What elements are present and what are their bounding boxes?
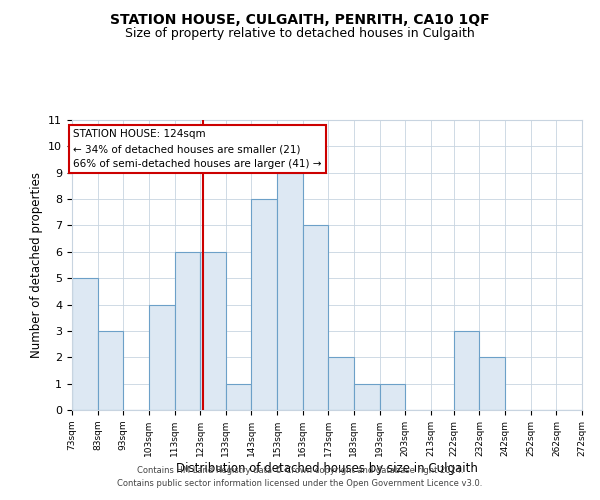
Bar [226,384,251,410]
Bar [328,358,354,410]
X-axis label: Distribution of detached houses by size in Culgaith: Distribution of detached houses by size … [176,462,478,474]
Y-axis label: Number of detached properties: Number of detached properties [30,172,43,358]
Bar [354,384,380,410]
Text: Size of property relative to detached houses in Culgaith: Size of property relative to detached ho… [125,28,475,40]
Bar [72,278,98,410]
Bar [200,252,226,410]
Bar [149,304,175,410]
Bar [302,226,328,410]
Text: STATION HOUSE, CULGAITH, PENRITH, CA10 1QF: STATION HOUSE, CULGAITH, PENRITH, CA10 1… [110,12,490,26]
Bar [251,199,277,410]
Text: Contains HM Land Registry data © Crown copyright and database right 2024.
Contai: Contains HM Land Registry data © Crown c… [118,466,482,487]
Bar [277,172,302,410]
Bar [454,331,479,410]
Bar [175,252,200,410]
Bar [479,358,505,410]
Bar [380,384,405,410]
Text: STATION HOUSE: 124sqm
← 34% of detached houses are smaller (21)
66% of semi-deta: STATION HOUSE: 124sqm ← 34% of detached … [73,129,322,169]
Bar [98,331,123,410]
